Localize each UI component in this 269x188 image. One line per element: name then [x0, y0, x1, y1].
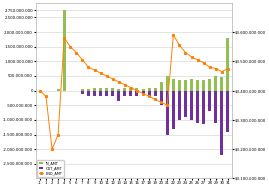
Bar	[87, 89, 90, 91]
Bar	[214, 91, 217, 123]
Bar	[196, 91, 199, 123]
END_AMT	[123, 84, 126, 86]
Bar	[105, 91, 108, 96]
Bar	[111, 88, 114, 91]
END_AMT	[141, 92, 145, 95]
Bar	[105, 88, 108, 91]
END_AMT	[154, 98, 157, 101]
Bar	[226, 91, 229, 132]
END_AMT	[208, 66, 211, 68]
END_AMT	[69, 45, 72, 48]
END_AMT	[38, 89, 41, 92]
Bar	[129, 91, 132, 96]
Bar	[154, 91, 157, 96]
Bar	[226, 38, 229, 91]
END_AMT	[214, 67, 217, 70]
Bar	[172, 91, 175, 129]
END_AMT	[44, 95, 48, 98]
Bar	[93, 88, 96, 91]
END_AMT	[226, 67, 229, 70]
END_AMT	[63, 37, 66, 39]
Bar	[117, 89, 120, 91]
Bar	[178, 80, 181, 91]
Bar	[123, 88, 126, 91]
Bar	[136, 88, 139, 91]
Bar	[154, 88, 157, 91]
END_AMT	[87, 66, 90, 68]
END_AMT	[178, 44, 181, 46]
Bar	[81, 91, 84, 94]
Bar	[172, 79, 175, 91]
Line: END_AMT: END_AMT	[39, 34, 229, 150]
Bar	[190, 91, 193, 120]
Bar	[166, 76, 169, 91]
END_AMT	[220, 70, 224, 73]
Bar	[214, 76, 217, 91]
Bar	[184, 91, 187, 117]
END_AMT	[51, 148, 54, 150]
END_AMT	[172, 34, 175, 36]
Bar	[141, 89, 144, 91]
Bar	[196, 80, 199, 91]
Bar	[93, 91, 96, 96]
Legend: IN_AMT, OUT_AMT, END_AMT: IN_AMT, OUT_AMT, END_AMT	[37, 160, 64, 177]
Bar	[220, 77, 223, 91]
Bar	[99, 91, 102, 96]
END_AMT	[202, 62, 205, 64]
END_AMT	[160, 101, 163, 103]
END_AMT	[166, 104, 169, 106]
END_AMT	[105, 75, 108, 77]
Bar	[178, 91, 181, 120]
END_AMT	[147, 95, 151, 98]
Bar	[148, 91, 151, 96]
Bar	[202, 91, 205, 124]
Bar	[87, 91, 90, 96]
Bar	[123, 91, 126, 96]
END_AMT	[129, 86, 133, 89]
Bar	[160, 82, 163, 91]
Bar	[56, 89, 60, 91]
Bar	[184, 80, 187, 91]
Bar	[111, 91, 114, 96]
Bar	[63, 10, 66, 91]
END_AMT	[99, 72, 102, 74]
Bar	[160, 91, 163, 105]
Bar	[136, 91, 139, 96]
END_AMT	[190, 56, 193, 58]
Bar	[208, 91, 211, 111]
Bar	[117, 91, 120, 101]
END_AMT	[111, 78, 114, 80]
END_AMT	[93, 69, 96, 71]
Bar	[99, 88, 102, 91]
Bar	[202, 80, 205, 91]
END_AMT	[81, 59, 84, 61]
END_AMT	[75, 52, 78, 54]
Bar	[208, 79, 211, 91]
Bar	[129, 88, 132, 91]
Bar	[190, 79, 193, 91]
END_AMT	[56, 133, 60, 136]
END_AMT	[184, 52, 187, 54]
END_AMT	[196, 59, 199, 61]
Bar	[166, 91, 169, 135]
END_AMT	[135, 89, 139, 92]
Bar	[81, 89, 84, 91]
END_AMT	[117, 81, 121, 83]
Bar	[141, 91, 144, 94]
Bar	[220, 91, 223, 155]
Bar	[148, 88, 151, 91]
